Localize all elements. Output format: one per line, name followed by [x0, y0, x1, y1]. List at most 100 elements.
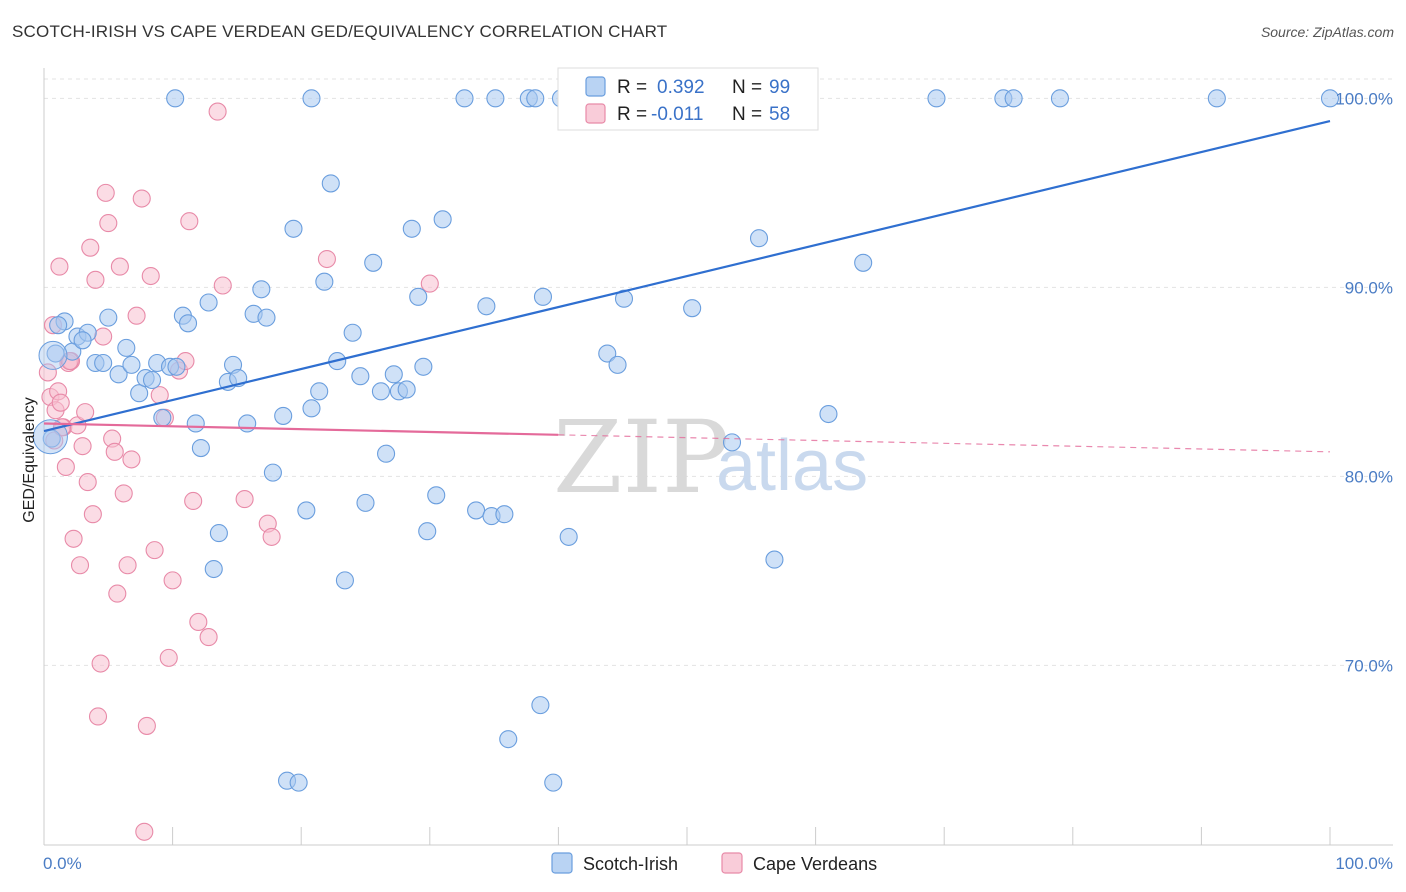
cape-verdeans-point — [189, 612, 208, 632]
cape-verdeans-point — [50, 257, 69, 276]
grid-lines — [44, 78, 1393, 666]
cape-verdeans-point — [73, 437, 92, 456]
scotch-irish-point — [927, 89, 946, 108]
scotch-irish-point — [252, 280, 271, 299]
watermark: ZIP atlas — [553, 399, 868, 516]
cape-verdeans-point — [56, 457, 75, 477]
scotch-irish-trend-line — [43, 119, 1331, 433]
cape-verdeans-point — [114, 484, 133, 503]
watermark-atlas: atlas — [716, 426, 868, 506]
cape-verdeans-point — [88, 707, 108, 726]
scotch-irish-point — [49, 316, 68, 335]
legend: R = 0.392 N = 99 R = -0.011 N = 58 — [557, 67, 819, 131]
cape-verdeans-point — [99, 214, 118, 233]
cape-verdeans-point — [81, 238, 100, 257]
scotch-irish-point — [1320, 89, 1340, 108]
cape-verdeans-point — [159, 648, 178, 667]
scotch-irish-point — [117, 338, 136, 357]
scotch-irish-point — [199, 293, 218, 312]
scotch-irish-point — [335, 571, 354, 590]
chart-title: SCOTCH-IRISH VS CAPE VERDEAN GED/EQUIVAL… — [12, 22, 668, 41]
scotch-irish-point — [302, 89, 321, 108]
cape-verdeans-point — [105, 442, 124, 461]
scotch-irish-point — [683, 299, 702, 318]
scotch-irish-point — [166, 89, 185, 108]
legend-n-label: N = — [732, 104, 762, 125]
cape-verdeans-point — [78, 473, 97, 492]
scotch-irish-point — [526, 89, 545, 108]
cape-verdeans-point — [317, 249, 336, 269]
scotch-irish-point — [284, 219, 303, 238]
scotch-irish-point — [289, 773, 308, 792]
scotch-irish-point — [297, 501, 316, 520]
scotch-irish-point — [749, 229, 769, 248]
scotch-irish-point — [384, 365, 403, 384]
scotch-irish-point — [544, 773, 563, 792]
cape-verdeans-point — [262, 527, 281, 546]
cape-verdeans-point — [86, 270, 105, 289]
scotch-irish-point — [99, 308, 118, 327]
scotch-irish-point — [531, 696, 550, 715]
scotch-irish-point — [302, 399, 321, 418]
scotch-irish-point — [167, 357, 186, 376]
cape-verdeans-point — [213, 276, 232, 295]
scotch-irish-point — [364, 253, 383, 272]
bottom-legend-label-scotch-irish: Scotch-Irish — [583, 854, 678, 874]
scotch-irish-point — [409, 287, 428, 306]
scotch-irish-point — [153, 408, 172, 427]
legend-r-value-scotch-irish: 0.392 — [657, 77, 705, 98]
cape-verdeans-point — [132, 189, 151, 208]
scotch-irish-point — [722, 433, 742, 452]
scotch-irish-point — [274, 406, 293, 425]
cape-verdeans-point — [163, 571, 182, 590]
scotch-irish-point — [397, 380, 416, 399]
cape-verdeans-point — [51, 393, 70, 412]
scotch-irish-point — [819, 404, 838, 424]
scotch-irish-point — [356, 493, 375, 512]
cape-verdeans-point — [141, 266, 160, 286]
y-tick-label: 90.0% — [1345, 278, 1393, 297]
scotch-irish-point — [209, 524, 228, 543]
y-tick-labels: 70.0% 80.0% 90.0% 100.0% — [1335, 89, 1393, 675]
scotch-irish-point — [94, 353, 113, 373]
cape-verdeans-point — [184, 491, 203, 511]
cape-verdeans-point — [420, 274, 439, 293]
scotch-irish-point — [765, 550, 784, 569]
legend-swatch-scotch-irish — [585, 76, 606, 97]
cape-verdeans-point — [127, 306, 146, 325]
scotch-irish-point — [499, 730, 518, 749]
scotch-irish-point — [467, 501, 486, 520]
cape-verdeans-point — [135, 822, 154, 841]
scotch-irish-point — [1050, 89, 1069, 108]
legend-r-label: R = — [617, 104, 647, 125]
scotch-irish-point — [377, 444, 396, 463]
x-tick-label-min: 0.0% — [43, 854, 82, 873]
x-tick-label-max: 100.0% — [1335, 854, 1393, 873]
scotch-irish-point — [495, 505, 514, 524]
scotch-irish-point — [486, 89, 505, 108]
bottom-legend-swatch-scotch-irish — [551, 852, 573, 874]
bottom-legend-swatch-cape-verdeans — [721, 852, 743, 874]
legend-n-value-cape-verdeans: 58 — [769, 104, 790, 125]
y-tick-label: 70.0% — [1345, 656, 1393, 675]
scotch-irish-point — [178, 314, 198, 333]
scotch-irish-point — [402, 219, 421, 238]
scotch-irish-point — [321, 174, 340, 193]
cape-verdeans-point — [96, 183, 115, 202]
cape-verdeans-point — [122, 450, 141, 469]
scotch-irish-point — [204, 559, 223, 579]
scotch-irish-point — [477, 297, 496, 316]
cape-verdeans-trend-line — [43, 422, 559, 436]
scotch-irish-point — [257, 308, 276, 327]
axes — [43, 68, 1393, 846]
chart-source: Source: ZipAtlas.com — [1260, 24, 1394, 40]
cape-verdeans-point — [118, 556, 137, 575]
scotch-irish-point — [186, 414, 205, 433]
cape-verdeans-point — [64, 529, 83, 548]
scotch-irish-point — [608, 355, 627, 374]
legend-n-label: N = — [732, 77, 762, 98]
cape-verdeans-trend-line-extrapolated — [558, 434, 1331, 453]
scotch-irish-point — [427, 486, 446, 505]
scotch-irish-points — [32, 89, 1340, 792]
